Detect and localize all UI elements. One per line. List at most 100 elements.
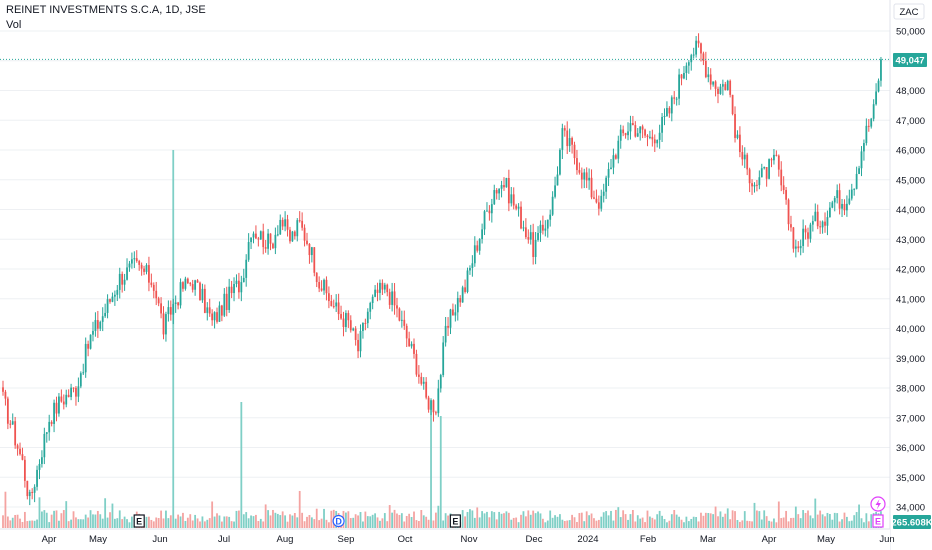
volume-bar (191, 520, 194, 528)
candle-body (811, 221, 814, 225)
time-axis-background[interactable] (0, 529, 890, 550)
dividend-marker[interactable]: D (332, 514, 345, 528)
candle-body (174, 302, 177, 304)
candle-body (452, 309, 454, 316)
volume-bar (369, 516, 372, 528)
candle-body (792, 227, 795, 249)
candle-body (780, 169, 783, 186)
volume-bar (313, 519, 316, 528)
volume-bar (704, 512, 707, 528)
candle-body (449, 309, 452, 328)
volume-bar (505, 511, 508, 528)
volume-bar (724, 513, 727, 528)
candle-body (697, 40, 700, 44)
volume-bar (274, 512, 277, 528)
volume-bar (556, 516, 559, 528)
volume-bar (386, 521, 389, 528)
candle-body (36, 469, 38, 487)
x-tick-label: May (817, 534, 835, 545)
earnings-marker[interactable]: E (133, 514, 145, 528)
candle-body (340, 314, 342, 319)
candle-body (631, 123, 634, 126)
candle-body (476, 245, 479, 251)
currency-badge[interactable] (893, 3, 925, 20)
price-axis-background[interactable] (890, 0, 932, 550)
candle-body (707, 74, 710, 78)
candle-body (225, 293, 228, 310)
candle-body (371, 296, 374, 304)
candle-body (364, 322, 367, 324)
candle-body (561, 128, 564, 150)
volume-bar (490, 511, 493, 528)
volume-bar (597, 519, 600, 528)
candle-body (877, 80, 880, 92)
volume-bar (405, 515, 408, 528)
volume-bar (478, 517, 481, 528)
volume-bar (656, 514, 659, 528)
volume-bar (498, 511, 501, 528)
candle-body (721, 84, 724, 87)
candle-body (770, 159, 773, 161)
candle-body (568, 138, 571, 147)
candle-body (427, 397, 430, 410)
volume-bar (109, 512, 111, 528)
volume-bar (184, 520, 187, 528)
volume-bar (690, 518, 693, 528)
y-tick-label: 34,000 (896, 503, 925, 514)
candle-body (272, 243, 274, 249)
volume-bar (843, 512, 846, 528)
candle-body (833, 198, 836, 203)
volume-bar (11, 517, 14, 528)
volume-bar (797, 514, 800, 528)
volume-bar (510, 519, 513, 528)
y-tick-label: 50,000 (896, 27, 925, 38)
candle-body (72, 387, 75, 389)
candle-body (291, 231, 294, 242)
candle-body (199, 282, 201, 301)
chart-grid (0, 30, 890, 508)
volume-bar (838, 521, 841, 528)
volume-bar (765, 516, 768, 528)
candle-body (352, 328, 355, 331)
candle-body (327, 293, 330, 302)
candle-body (186, 278, 189, 284)
candle-body (123, 279, 126, 285)
volume-bar (228, 516, 231, 528)
volume-bar (534, 513, 537, 528)
flash-icon[interactable] (870, 496, 886, 512)
volume-bar (736, 520, 739, 528)
volume-bar (846, 516, 848, 528)
candle-body (614, 155, 617, 159)
volume-bar (264, 504, 267, 528)
volume-bar (347, 511, 350, 528)
volume-bar (216, 513, 218, 528)
y-tick-label: 45,000 (896, 175, 925, 186)
candle-body (675, 98, 678, 100)
candle-body (211, 313, 214, 321)
volume-bar (524, 516, 527, 528)
volume-bar (359, 512, 362, 528)
candle-body (315, 272, 318, 283)
earnings-marker[interactable]: E (872, 514, 884, 528)
candle-body (743, 154, 746, 160)
volume-bar (539, 513, 542, 528)
volume-bar (593, 518, 595, 528)
volume-bar (607, 515, 610, 528)
volume-bar (255, 514, 257, 528)
candle-body (578, 170, 581, 173)
candle-body (510, 194, 513, 204)
candle-body (522, 227, 525, 229)
candle-body (415, 353, 418, 375)
x-tick-label: Apr (42, 534, 57, 545)
volume-bar (561, 519, 564, 528)
earnings-marker[interactable]: E (449, 514, 461, 528)
volume-bar (167, 518, 170, 528)
volume-bar (410, 517, 413, 528)
volume-bar (775, 522, 778, 528)
candle-body (775, 154, 778, 156)
volume-bar (826, 512, 829, 528)
volume-bar (400, 513, 403, 528)
y-tick-label: 44,000 (896, 205, 925, 216)
candle-body (155, 290, 158, 299)
